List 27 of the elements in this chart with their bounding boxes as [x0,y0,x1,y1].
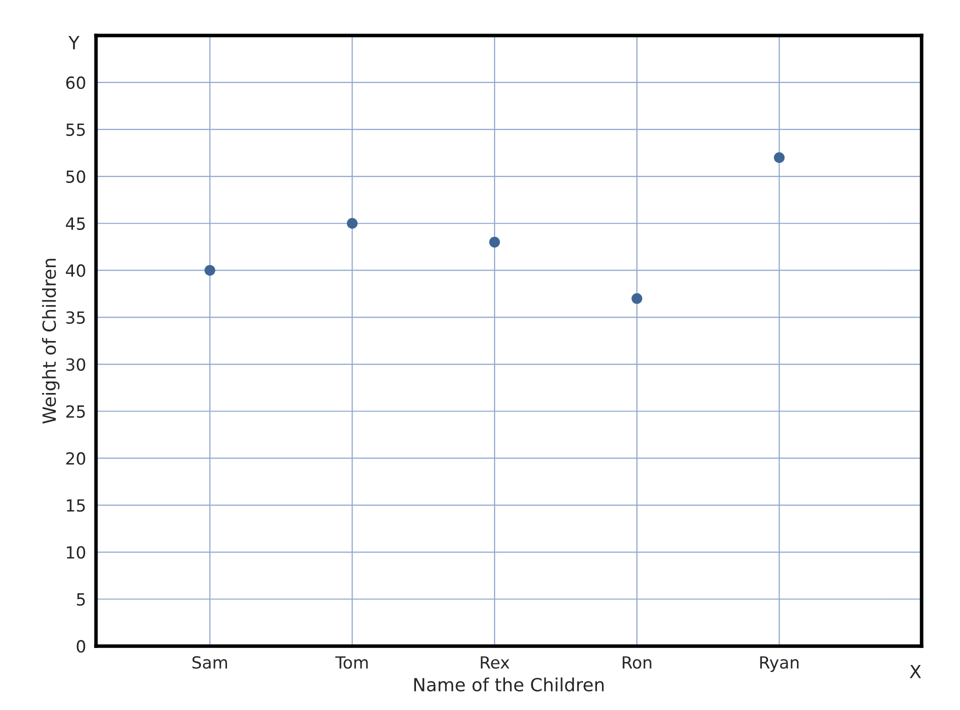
y-tick-label: 15 [66,499,85,512]
x-tick-label: Ron [622,656,652,669]
y-tick-label: 25 [66,405,85,418]
y-tick-label: 20 [66,452,86,465]
y-tick-label: 30 [66,358,86,371]
x-tick-label: Tom [335,656,368,669]
x-tick-label: Ryan [760,656,798,672]
text: X [910,664,922,678]
y-tick-label: 10 [66,546,86,559]
y-axis-title: Weight of Children [42,258,60,424]
x-tick-label: Rex [480,656,510,669]
y-tick-label: 35 [66,311,85,324]
point [632,293,642,304]
y-tick-label: 40 [66,264,86,277]
y-tick-label: 55 [66,124,85,136]
y-tick-label: 0 [76,640,86,653]
point [489,236,500,248]
text: Y [68,36,80,50]
x-axis-title: Name of the Children [414,678,604,692]
y-tick-label: 50 [66,170,86,183]
point [346,218,358,229]
point [204,264,216,276]
point [774,152,785,163]
y-tick-label: 5 [76,593,85,606]
x-tick-label: Sam [192,656,227,669]
y-tick-label: 60 [66,76,86,90]
y-tick-label: 45 [66,218,85,230]
